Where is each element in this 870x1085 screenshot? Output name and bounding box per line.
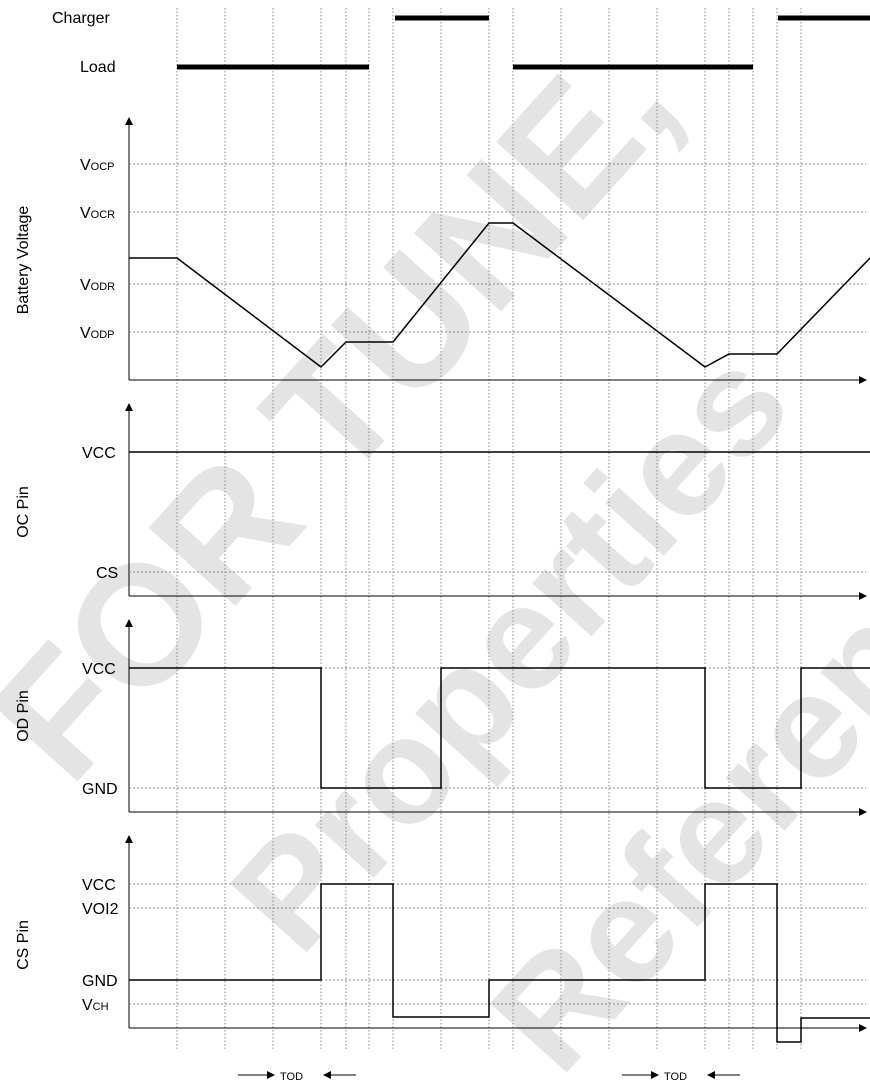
od-gnd-label: GND [82,781,118,798]
vocr-label: VOCR [80,205,115,222]
battery-voltage-panel: Battery Voltage VOCP VOCR VODR VODP [15,117,870,384]
load-label: Load [80,59,116,76]
cs-pin-panel: CS Pin VCC VOI2 GND VCH [15,835,870,1043]
charger-label: Charger [52,10,110,27]
oc-cs-label: CS [96,565,118,582]
vodr-label: VODR [80,277,115,294]
cs-vch-label: VCH [82,997,109,1014]
charger-load-row: Charger Load [52,10,870,76]
od-vcc-label: VCC [82,661,116,678]
od-pin-axis-label: OD Pin [15,690,32,742]
watermark: FOR TUNE, Properties Reference [0,7,870,1085]
oc-vcc-label: VCC [82,445,116,462]
battery-voltage-waveform [129,222,870,368]
watermark-line-1: FOR TUNE, [0,7,710,815]
od-pin-panel: OD Pin VCC GND [15,619,870,816]
oc-pin-axis-label: OC Pin [15,486,32,538]
tod-label-1: TOD [280,1071,303,1083]
vertical-grid [176,8,802,1050]
cs-voi2-label: VOI2 [82,901,119,918]
cs-vcc-label: VCC [82,877,116,894]
od-pin-waveform [129,667,870,789]
vocp-label: VOCP [80,157,115,174]
battery-voltage-axis-label: Battery Voltage [15,206,32,315]
oc-pin-panel: OC Pin VCC CS [15,403,870,600]
cs-gnd-label: GND [82,973,118,990]
vodp-label: VODP [80,325,115,342]
tod-label-2: TOD [664,1071,687,1083]
cs-pin-waveform [129,883,870,1043]
cs-pin-axis-label: CS Pin [15,920,32,970]
